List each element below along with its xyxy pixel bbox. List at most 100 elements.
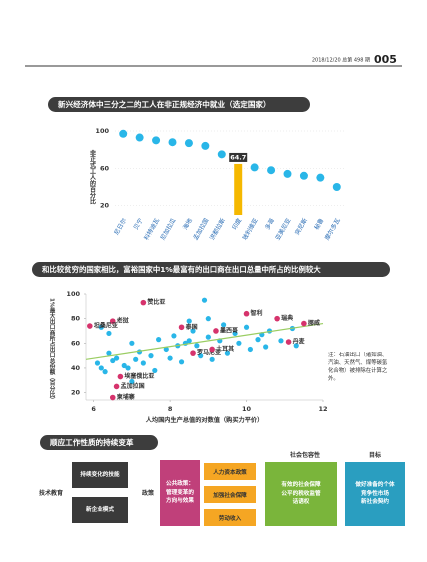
point-label: 土耳其 — [216, 345, 234, 353]
x-tick-label: 12 — [318, 405, 327, 413]
dot — [152, 136, 161, 145]
highlighted-point — [117, 373, 124, 380]
dot — [250, 163, 259, 172]
scatter-point — [232, 330, 238, 337]
scatter-point — [106, 350, 112, 356]
highlighted-point — [243, 310, 250, 317]
chart-note: 注：石油出口（诸如油、汽油、天然气、煤等碳氢化合物）被排除在计算之外。 — [328, 352, 388, 382]
x-axis-label: 人均国内生产总值的对数值（购买力平价） — [146, 416, 264, 424]
policy-box: 人力资本政策 — [204, 463, 256, 480]
scatter-point — [152, 367, 158, 374]
y-axis-label: 非正式工人的百分比 — [89, 149, 96, 205]
scatter-point — [94, 360, 101, 366]
driver-box: 持续变化的技能 — [72, 462, 128, 488]
y-axis-label: 1%最大出口商所占出口总份额（百分比） — [49, 298, 57, 403]
point-label: 坦桑尼亚 — [94, 322, 118, 330]
header-date: 2018/12/20 总第 498 期 — [312, 57, 370, 64]
scatter-point — [102, 369, 108, 375]
row-label: 政策 — [141, 489, 154, 497]
scatter-point — [247, 346, 253, 353]
scatter-point — [205, 334, 211, 340]
highlighted-point — [178, 324, 185, 331]
scatter-point — [113, 355, 120, 361]
point-label: 泰国 — [185, 323, 198, 331]
scatter-point — [125, 365, 131, 371]
scatter-point — [194, 343, 200, 349]
dot — [283, 169, 292, 178]
scatter-point — [110, 357, 116, 364]
scatter-point — [156, 337, 162, 343]
scatter-point — [186, 318, 192, 324]
header-page: 005 — [374, 53, 397, 66]
highlighted-point — [113, 383, 120, 390]
dot — [135, 133, 144, 142]
driver: 新企业模式 — [72, 497, 128, 523]
diagram-title-bar — [40, 435, 158, 450]
highlighted-point — [87, 323, 93, 329]
value-label-bg — [229, 152, 248, 162]
highlighted-point — [285, 339, 292, 345]
row-label: 技术教育 — [38, 489, 63, 497]
column-label: 社会包容性 — [289, 451, 320, 459]
y-tick-label: 60 — [71, 339, 81, 347]
chart-note-box: 注：石油出口（诸如油、汽油、天然气、煤等碳氢化合物）被排除在计算之外。 — [328, 352, 388, 382]
driver: 持续变化的技能 — [72, 462, 128, 488]
point-label: 墨西哥 — [220, 326, 238, 334]
scatter-point — [178, 359, 185, 365]
y-tick-label: 20 — [100, 202, 110, 210]
scatter-point — [98, 324, 104, 330]
inclusion: 有效的社会保障 公平的税收监管 话语权 — [265, 462, 337, 526]
scatter-point — [243, 324, 250, 330]
highlight-bar — [234, 163, 243, 215]
goals-box: 做好准备的个体 竞争性市场 新社会契约 — [345, 462, 405, 526]
chart-title-bar — [48, 97, 310, 112]
column-label-box: 目标 — [368, 451, 381, 459]
point-label: 柬埔寨 — [117, 393, 135, 401]
policy-box: 加强社会保障 — [204, 486, 256, 503]
scatter-point — [98, 365, 104, 371]
scatter-point — [148, 353, 154, 359]
public-policy: 公共政策： 管理变革的 方向与效果 — [160, 460, 200, 526]
scatter-point — [236, 340, 242, 346]
scatter-point — [201, 297, 208, 303]
chart-title: 和比较贫穷的国家相比，富裕国家中1%最富有的出口商在出口总量中所占的比例较大 — [41, 265, 321, 274]
point-label: 孟加拉国 — [121, 382, 145, 390]
column-label-box: 社会包容性 — [289, 451, 320, 459]
scatter-point — [171, 333, 177, 339]
scatter-point — [121, 362, 127, 369]
scatter-point — [293, 343, 299, 349]
policy: 加强社会保障 — [204, 486, 256, 503]
scatter-point — [209, 356, 215, 362]
scatter-point — [255, 337, 261, 343]
scatter-point — [205, 316, 211, 322]
trend-line — [85, 322, 324, 360]
dot — [267, 166, 276, 175]
scatter-point — [190, 328, 196, 334]
point-label: 老挝 — [116, 317, 130, 325]
policy: 劳动收入 — [204, 509, 256, 526]
y-tick-label: 20 — [71, 389, 81, 397]
scatter-point — [198, 353, 204, 359]
dot — [217, 150, 226, 159]
highlighted-point — [274, 315, 280, 322]
scatter-point — [167, 355, 173, 361]
dot — [119, 129, 128, 138]
goals: 做好准备的个体 竞争性市场 新社会契约 — [345, 462, 405, 526]
point-label: 埃塞俄比亚 — [124, 372, 154, 380]
scatter-point — [129, 340, 135, 346]
x-tick-label: 6 — [91, 405, 96, 413]
dot — [184, 139, 193, 148]
policy-box: 劳动收入 — [204, 509, 256, 526]
diagram-title: 顺应工作性质的持续变革 — [50, 437, 134, 447]
scatter-point — [224, 350, 231, 356]
scatter-point — [263, 344, 269, 350]
dot — [201, 141, 210, 150]
highlighted-point — [109, 394, 116, 401]
x-tick-label: 10 — [242, 405, 252, 413]
point-label: 挪威 — [308, 319, 320, 327]
highlighted-point — [190, 350, 196, 356]
chart-title: 新兴经济体中三分之二的工人在非正规经济中就业（选定国家） — [58, 99, 271, 109]
column-label: 目标 — [368, 451, 381, 459]
dot — [168, 138, 177, 147]
point-label: 丹麦 — [293, 338, 306, 346]
